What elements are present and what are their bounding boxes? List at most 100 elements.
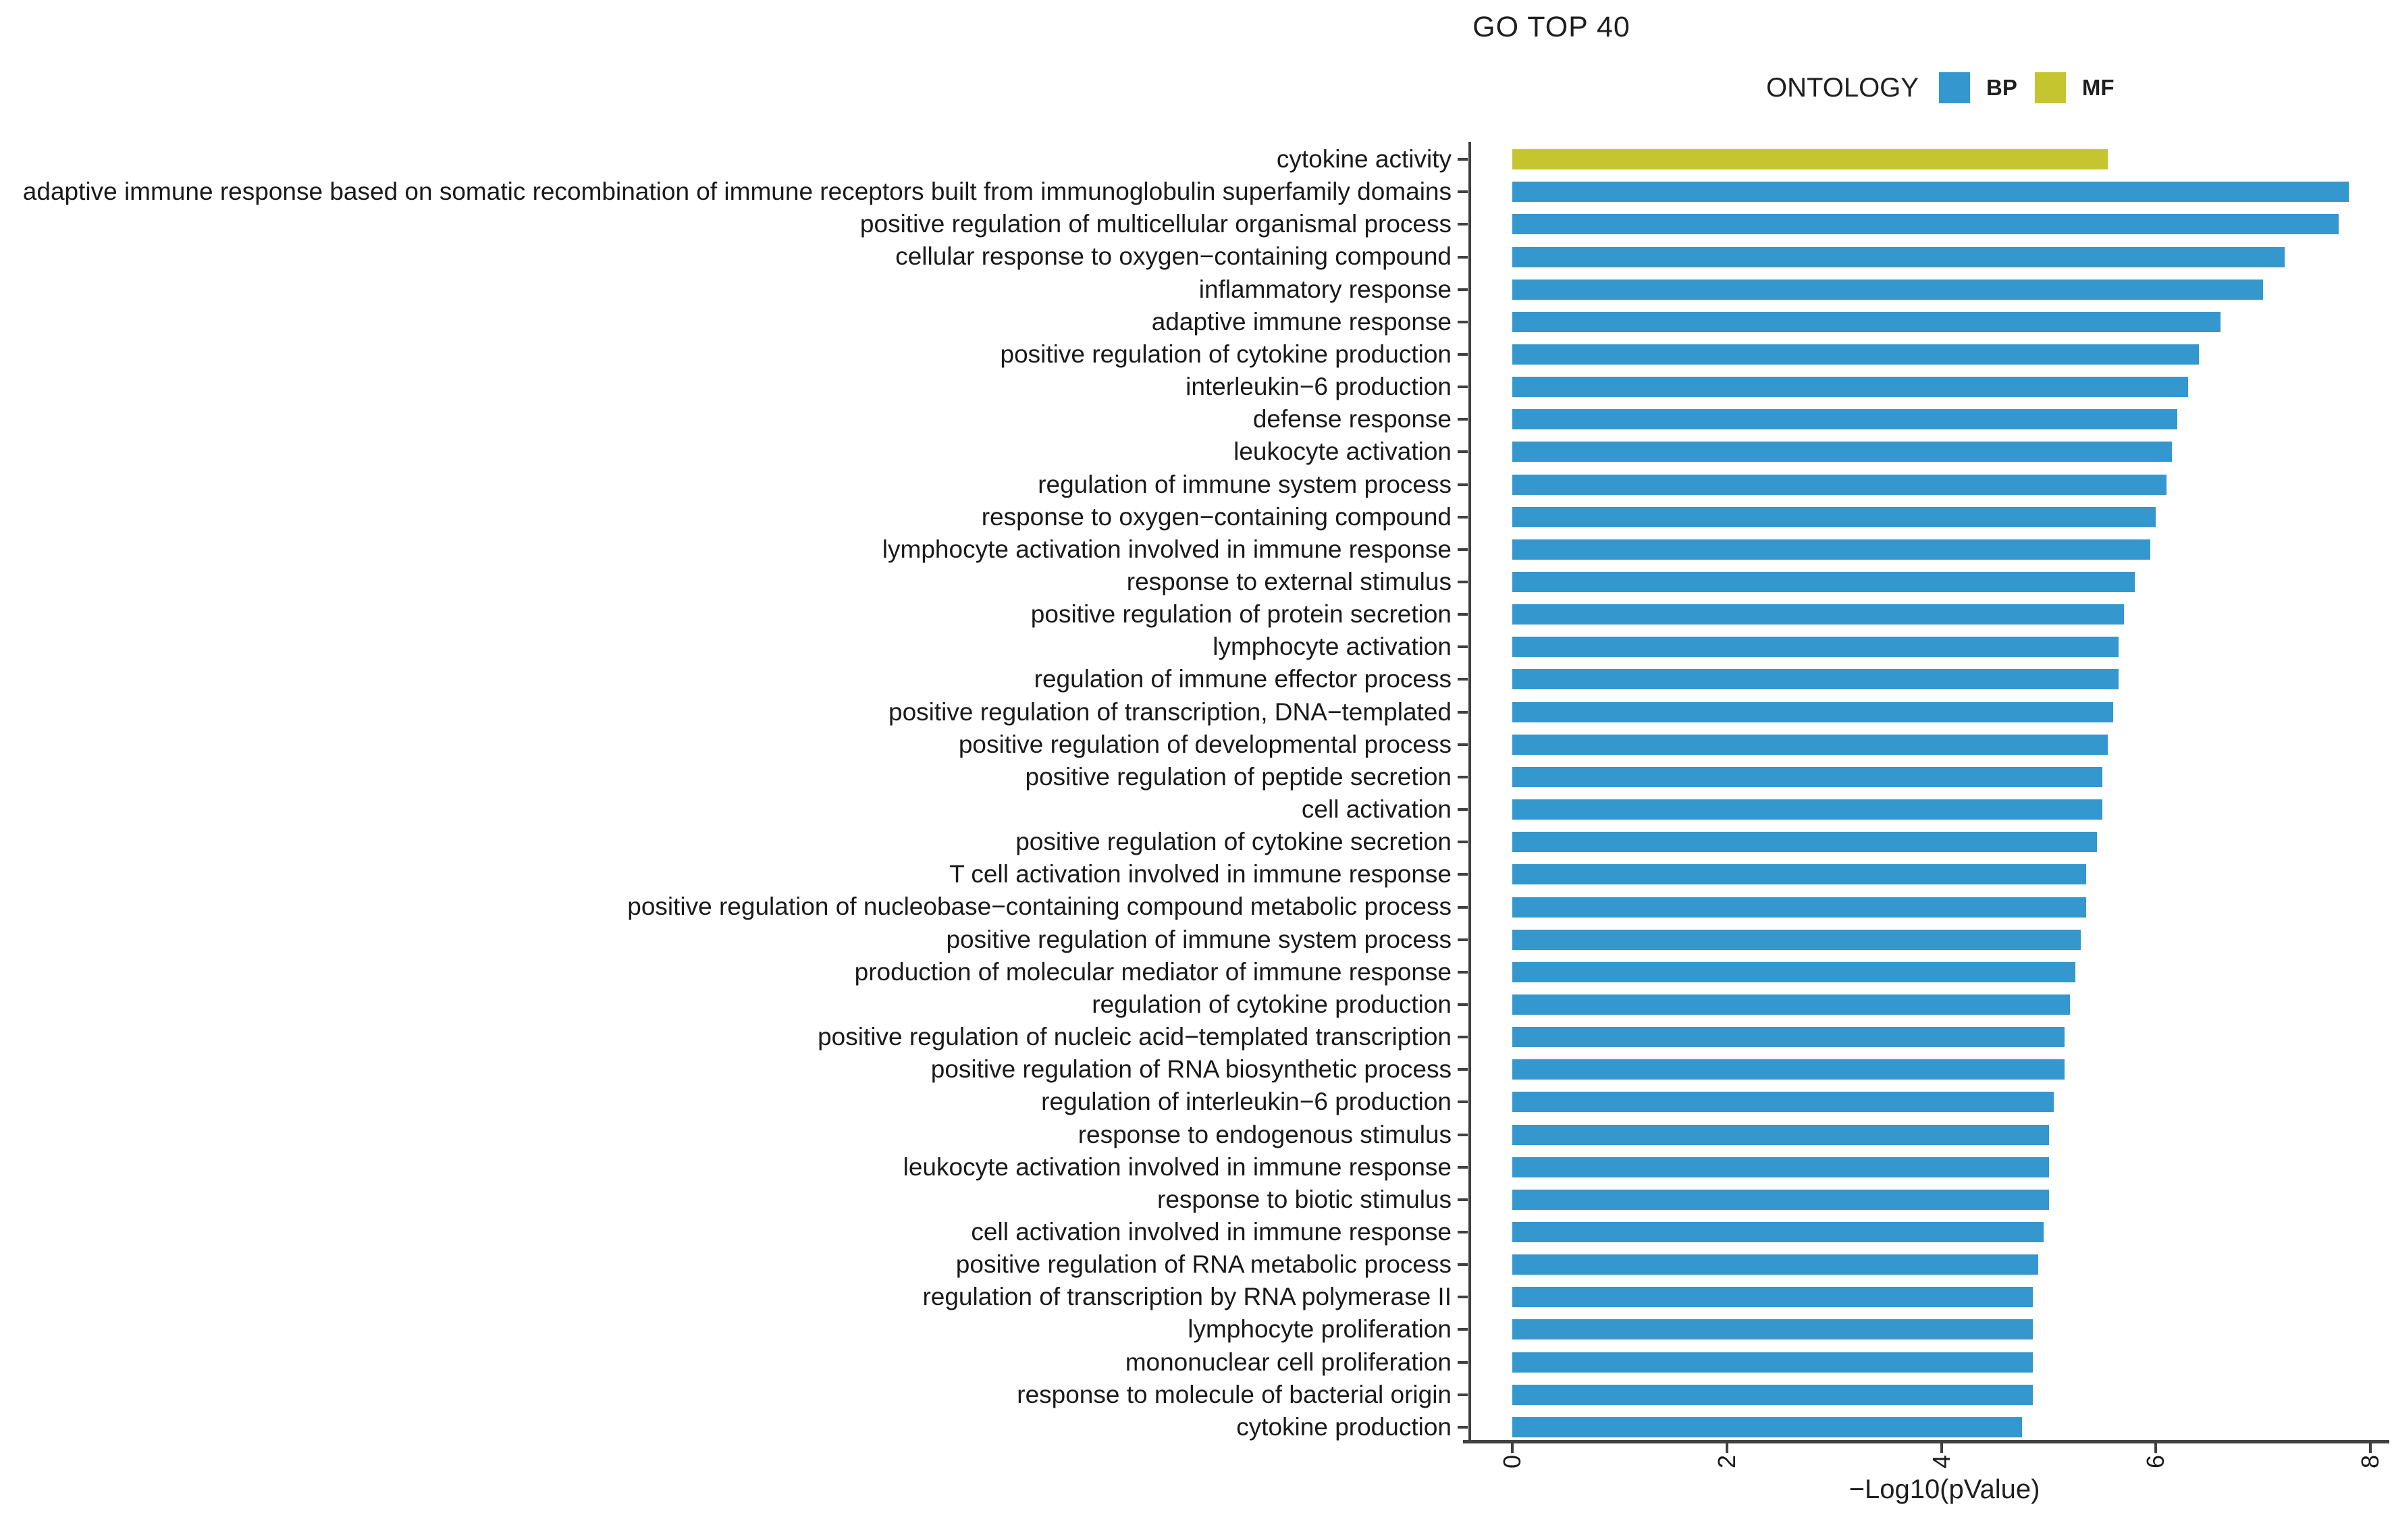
category-label: positive regulation of nucleobase−contai… xyxy=(627,893,1452,921)
category-label: response to endogenous stimulus xyxy=(1078,1120,1452,1148)
bar-bp xyxy=(1512,344,2199,365)
legend-label-bp: BP xyxy=(1986,75,2017,100)
mf-color-swatch xyxy=(2034,72,2066,103)
y-axis-tick xyxy=(1458,1036,1468,1039)
category-label: response to external stimulus xyxy=(1126,567,1452,595)
bar-bp xyxy=(1512,506,2156,527)
category-label: positive regulation of RNA metabolic pro… xyxy=(955,1250,1452,1279)
bar-bp xyxy=(1512,1222,2044,1243)
y-axis-tick xyxy=(1458,743,1468,746)
x-axis-line xyxy=(1463,1440,2389,1443)
bar-bp xyxy=(1512,1027,2065,1048)
bar-bp xyxy=(1512,701,2113,722)
bar-bp xyxy=(1512,669,2119,690)
y-axis-tick xyxy=(1458,1100,1468,1104)
y-axis-tick xyxy=(1458,190,1468,194)
category-label: positive regulation of multicellular org… xyxy=(859,210,1452,238)
bar-bp xyxy=(1512,539,2151,560)
bar-bp xyxy=(1512,1319,2033,1340)
category-label: lymphocyte proliferation xyxy=(1188,1315,1452,1344)
bar-bp xyxy=(1512,474,2167,495)
bar-bp xyxy=(1512,897,2087,918)
y-axis-tick xyxy=(1458,1068,1468,1071)
bar-bp xyxy=(1512,929,2081,950)
bar-bp xyxy=(1512,409,2178,430)
y-axis-tick xyxy=(1458,1198,1468,1201)
bar-bp xyxy=(1512,572,2135,593)
category-label: regulation of immune system process xyxy=(1038,470,1452,498)
bar-bp xyxy=(1512,1092,2054,1113)
category-label: T cell activation involved in immune res… xyxy=(949,860,1452,888)
chart-title: GO TOP 40 xyxy=(1472,11,1630,43)
bar-bp xyxy=(1512,604,2124,625)
category-label: inflammatory response xyxy=(1198,275,1452,303)
category-label: positive regulation of protein secretion xyxy=(1030,600,1452,629)
category-label: production of molecular mediator of immu… xyxy=(854,957,1452,986)
ontology-legend: ONTOLOGY BP MF xyxy=(1766,70,2131,105)
category-label: positive regulation of RNA biosynthetic … xyxy=(930,1055,1452,1084)
category-label: cytokine production xyxy=(1236,1412,1452,1441)
x-axis-tick xyxy=(2369,1443,2372,1453)
category-label: regulation of interleukin−6 production xyxy=(1041,1088,1452,1116)
y-axis-tick xyxy=(1458,320,1468,323)
legend-item-mf: MF xyxy=(2034,72,2115,103)
bar-bp xyxy=(1512,994,2071,1015)
y-axis-tick xyxy=(1458,581,1468,584)
x-axis-tick xyxy=(2154,1443,2158,1453)
y-axis-tick xyxy=(1458,1133,1468,1136)
category-label: cell activation xyxy=(1301,795,1452,823)
y-axis-tick xyxy=(1458,450,1468,454)
y-axis-tick xyxy=(1458,1263,1468,1267)
bar-bp xyxy=(1512,246,2285,267)
category-label: positive regulation of developmental pro… xyxy=(958,730,1452,758)
y-axis-tick xyxy=(1458,841,1468,844)
bar-bp xyxy=(1512,214,2339,235)
legend-label-mf: MF xyxy=(2081,75,2115,100)
category-label: adaptive immune response xyxy=(1151,307,1452,336)
y-axis-tick xyxy=(1458,418,1468,421)
category-label: defense response xyxy=(1252,405,1452,433)
bar-bp xyxy=(1512,799,2102,820)
category-label: response to molecule of bacterial origin xyxy=(1017,1380,1452,1408)
category-label: positive regulation of immune system pro… xyxy=(946,925,1452,953)
x-axis-tick-label: 8 xyxy=(2356,1454,2385,1469)
y-axis-tick xyxy=(1458,775,1468,778)
x-axis-tick-label: 6 xyxy=(2142,1454,2170,1469)
y-axis-tick xyxy=(1458,938,1468,941)
y-axis-tick xyxy=(1458,645,1468,649)
category-label: response to oxygen−containing compound xyxy=(981,502,1452,531)
bar-bp xyxy=(1512,766,2102,787)
category-label: regulation of transcription by RNA polym… xyxy=(922,1283,1452,1311)
bar-bp xyxy=(1512,1352,2033,1373)
bp-color-swatch xyxy=(1938,72,1970,103)
category-label: regulation of immune effector process xyxy=(1034,665,1452,693)
x-axis-tick-label: 4 xyxy=(1927,1454,1955,1469)
bar-bp xyxy=(1512,1416,2022,1437)
y-axis-tick xyxy=(1458,1360,1468,1364)
legend-title: ONTOLOGY xyxy=(1766,72,1919,103)
category-label: adaptive immune response based on somati… xyxy=(22,178,1452,206)
x-axis-title: −Log10(pValue) xyxy=(1849,1475,2040,1504)
bar-mf xyxy=(1512,149,2108,170)
y-axis-tick xyxy=(1458,223,1468,226)
category-label: leukocyte activation xyxy=(1233,437,1452,466)
y-axis-tick xyxy=(1458,710,1468,714)
y-axis-tick xyxy=(1458,386,1468,389)
category-label: positive regulation of cytokine secretio… xyxy=(1015,828,1452,856)
bar-bp xyxy=(1512,1254,2038,1275)
x-axis-tick-label: 2 xyxy=(1712,1454,1740,1469)
category-label: mononuclear cell proliferation xyxy=(1125,1348,1452,1376)
bar-bp xyxy=(1512,864,2087,885)
category-label: positive regulation of cytokine producti… xyxy=(1000,340,1452,368)
y-axis-tick xyxy=(1458,255,1468,259)
bar-bp xyxy=(1512,637,2119,658)
y-axis-tick xyxy=(1458,1003,1468,1006)
legend-item-bp: BP xyxy=(1938,72,2017,103)
y-axis-tick xyxy=(1458,678,1468,681)
y-axis-tick xyxy=(1458,808,1468,812)
bar-bp xyxy=(1512,311,2221,332)
bar-bp xyxy=(1512,961,2076,982)
category-label: lymphocyte activation involved in immune… xyxy=(882,535,1452,563)
